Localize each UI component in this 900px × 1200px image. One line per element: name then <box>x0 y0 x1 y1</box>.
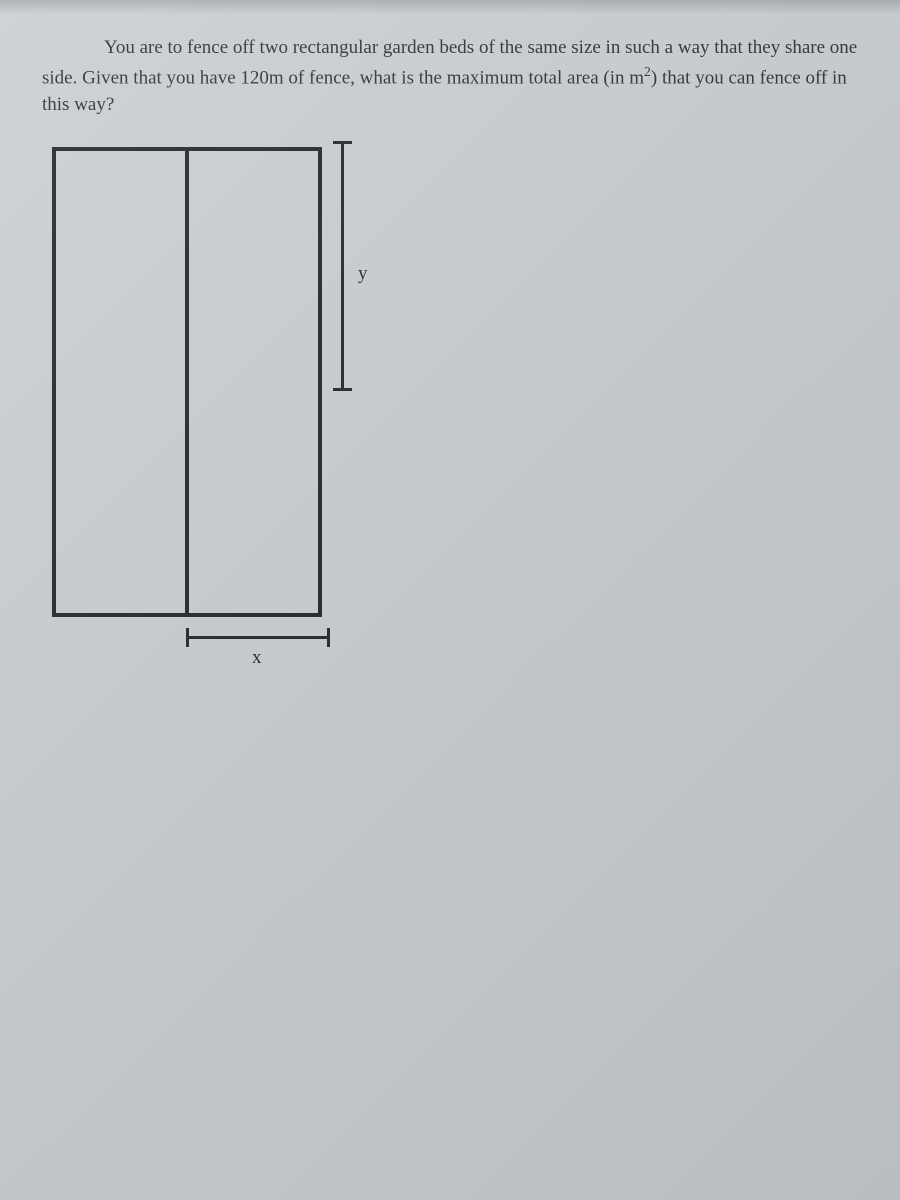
x-bracket-right-cap <box>327 628 330 647</box>
y-bracket-line <box>341 141 344 391</box>
problem-content: You are to fence off two rectangular gar… <box>0 0 900 701</box>
x-dimension-bracket <box>186 631 330 645</box>
y-label: y <box>358 263 368 285</box>
x-bracket-line <box>186 636 330 639</box>
squared-exponent: 2 <box>644 64 651 79</box>
garden-shared-side <box>185 147 189 617</box>
y-dimension-bracket <box>336 141 350 391</box>
garden-diagram: y x <box>52 147 552 667</box>
x-label: x <box>252 647 262 669</box>
top-edge-gradient <box>0 0 900 14</box>
problem-line2-tail: ) that <box>651 67 691 88</box>
problem-line1: You are to fence off two rectangular gar… <box>42 37 743 58</box>
problem-text: You are to fence off two rectangular gar… <box>42 34 858 119</box>
y-bracket-bottom-cap <box>333 388 352 391</box>
